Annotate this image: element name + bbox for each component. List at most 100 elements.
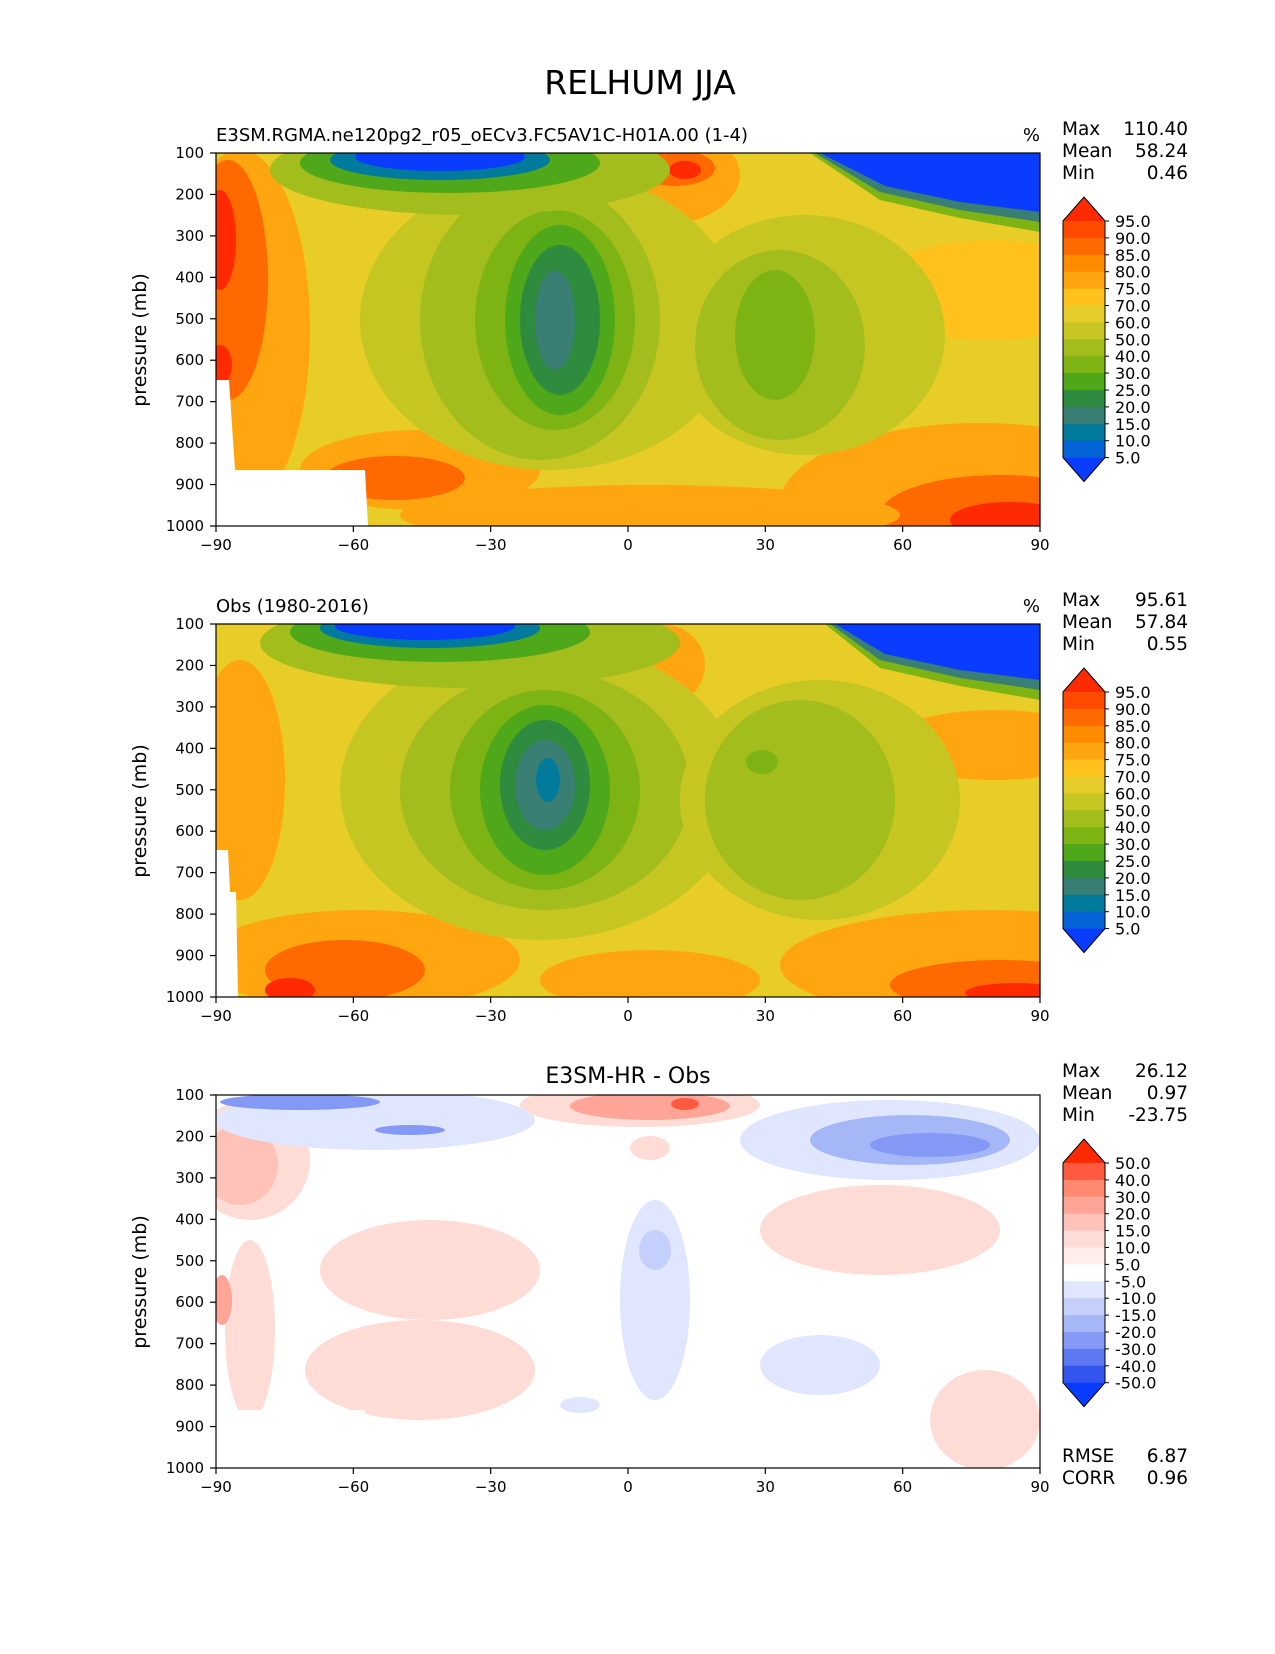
- y-tick-label: 1000: [166, 988, 204, 1006]
- colorbar-segment: [1063, 708, 1105, 727]
- colorbar: 50.040.030.020.015.010.05.0-5.0-10.0-15.…: [1062, 1138, 1156, 1408]
- colorbar-tick-label: -10.0: [1115, 1289, 1156, 1308]
- colorbar-tick-label: 80.0: [1115, 263, 1151, 282]
- stat-value: 6.87: [1147, 1446, 1188, 1467]
- stat-label: Max: [1062, 1061, 1100, 1082]
- panel-center-title: E3SM-HR - Obs: [545, 1064, 710, 1089]
- contour-region: [705, 700, 895, 900]
- colorbar-segment: [1063, 1281, 1105, 1299]
- colorbar-tick-label: 40.0: [1115, 1171, 1151, 1190]
- colorbar-tick-label: 10.0: [1115, 903, 1151, 922]
- stat-value: 26.12: [1135, 1061, 1188, 1082]
- colorbar-segment: [1063, 1315, 1105, 1333]
- y-tick-label: 400: [175, 739, 204, 757]
- colorbar-tick-label: 90.0: [1115, 229, 1151, 248]
- y-tick-label: 900: [175, 947, 204, 965]
- y-tick-label: 900: [175, 1418, 204, 1436]
- colorbar-segment: [1063, 271, 1105, 289]
- y-tick-label: 100: [175, 144, 204, 162]
- colorbar-segment: [1063, 237, 1105, 256]
- colorbar-segment: [1063, 1332, 1105, 1350]
- x-tick-label: 30: [756, 536, 775, 554]
- colorbar-extend-min: [1063, 928, 1105, 953]
- colorbar-tick-label: 25.0: [1115, 852, 1151, 871]
- panel-units: %: [1023, 125, 1040, 146]
- colorbar-tick-label: 40.0: [1115, 818, 1151, 837]
- stat-label: Mean: [1062, 1083, 1112, 1104]
- y-tick-label: 200: [175, 656, 204, 674]
- colorbar-segment: [1063, 1213, 1105, 1231]
- colorbar-segment: [1063, 844, 1105, 862]
- colorbar-segment: [1063, 692, 1105, 710]
- x-tick-label: 90: [1030, 1007, 1049, 1025]
- colorbar-tick-label: -15.0: [1115, 1306, 1156, 1325]
- colorbar-segment: [1063, 423, 1105, 442]
- colorbar-segment: [1063, 1163, 1105, 1181]
- x-tick-label: 60: [893, 1007, 912, 1025]
- x-tick-label: −30: [475, 536, 507, 554]
- colorbar-segment: [1063, 390, 1105, 408]
- colorbar-tick-label: 75.0: [1115, 751, 1151, 770]
- colorbar-extend-max: [1063, 197, 1105, 221]
- missing-data-mask: [216, 850, 238, 997]
- panel-reference: Obs (1980-2016) %: [129, 590, 1188, 1025]
- contour-region: [835, 624, 1040, 680]
- stat-label: Mean: [1062, 141, 1112, 162]
- stats-block: Max 26.12 Mean 0.97 Min -23.75 RMSE 6.87…: [1062, 1061, 1188, 1489]
- contour-region: [669, 161, 701, 179]
- colorbar-tick-label: 50.0: [1115, 801, 1151, 820]
- stat-value: -23.75: [1128, 1105, 1188, 1126]
- x-tick-label: −90: [200, 536, 232, 554]
- y-axis-label: pressure (mb): [129, 744, 151, 878]
- contour-region: [375, 1125, 445, 1135]
- contour-region: [320, 1220, 540, 1320]
- y-tick-label: 600: [175, 1293, 204, 1311]
- y-tick-label: 500: [175, 310, 204, 328]
- colorbar-tick-label: -20.0: [1115, 1323, 1156, 1342]
- contour-region: [216, 660, 285, 900]
- y-tick-label: 500: [175, 781, 204, 799]
- contour-field: [216, 1095, 1040, 1468]
- contour-region: [620, 1200, 690, 1400]
- contour-region: [335, 624, 515, 640]
- contour-region: [570, 1095, 730, 1120]
- colorbar-tick-label: -5.0: [1115, 1272, 1146, 1291]
- colorbar-tick-label: 5.0: [1115, 920, 1140, 939]
- y-tick-label: 800: [175, 905, 204, 923]
- axis-ticks: −90 −60 −30 0 30 60 90 100 200 300 400 500 600 700 800…: [166, 1086, 1050, 1496]
- stats-block: Max 95.61 Mean 57.84 Min 0.55: [1062, 590, 1188, 655]
- colorbar-tick-label: 10.0: [1115, 432, 1151, 451]
- contour-region: [965, 983, 1040, 997]
- colorbar-tick-label: 15.0: [1115, 1222, 1151, 1241]
- x-tick-label: −30: [475, 1007, 507, 1025]
- contour-region: [220, 1095, 380, 1110]
- colorbar-tick-label: 15.0: [1115, 415, 1151, 434]
- x-tick-label: 90: [1030, 1478, 1049, 1496]
- colorbar-tick-label: 40.0: [1115, 347, 1151, 366]
- panel-units: %: [1023, 596, 1040, 617]
- colorbar-segment: [1063, 742, 1105, 760]
- stat-label: Max: [1062, 119, 1100, 140]
- colorbar-segment: [1063, 877, 1105, 896]
- y-tick-label: 500: [175, 1252, 204, 1270]
- stat-value: 0.55: [1147, 634, 1188, 655]
- panel-difference: E3SM-HR - Obs: [129, 1061, 1188, 1496]
- contour-region: [305, 1320, 535, 1420]
- y-tick-label: 300: [175, 227, 204, 245]
- colorbar-tick-label: 60.0: [1115, 313, 1151, 332]
- y-tick-label: 200: [175, 1127, 204, 1145]
- stat-value: 0.97: [1147, 1083, 1188, 1104]
- x-tick-label: 60: [893, 1478, 912, 1496]
- contour-region: [735, 270, 815, 400]
- panel-left-title: E3SM.RGMA.ne120pg2_r05_oECv3.FC5AV1C-H01…: [216, 125, 748, 146]
- y-tick-label: 800: [175, 434, 204, 452]
- stat-label: RMSE: [1062, 1446, 1114, 1467]
- colorbar-segment: [1063, 1365, 1105, 1384]
- colorbar-segment: [1063, 1298, 1105, 1316]
- stat-label: Min: [1062, 163, 1095, 184]
- colorbar-tick-label: 70.0: [1115, 297, 1151, 316]
- contour-region: [400, 485, 900, 526]
- contour-region: [535, 270, 575, 370]
- colorbar-tick-label: 30.0: [1115, 1188, 1151, 1207]
